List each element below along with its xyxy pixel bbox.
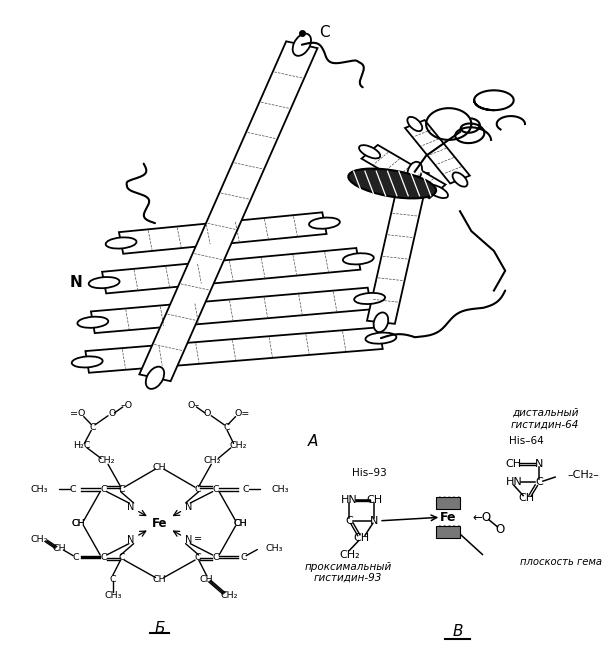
Ellipse shape xyxy=(72,356,103,367)
Text: =: = xyxy=(194,534,202,543)
Text: В: В xyxy=(452,624,463,639)
Text: CH₂: CH₂ xyxy=(339,549,360,560)
Text: C: C xyxy=(212,552,219,562)
Text: O: O xyxy=(495,523,504,536)
Text: Fe: Fe xyxy=(152,517,168,530)
Text: CH: CH xyxy=(234,519,247,528)
Text: CH₂: CH₂ xyxy=(204,456,222,465)
Text: CH₃: CH₃ xyxy=(104,591,122,600)
Text: –CH₂–: –CH₂– xyxy=(567,470,599,480)
Text: CH: CH xyxy=(200,575,213,584)
Polygon shape xyxy=(139,42,317,381)
Text: CH₂: CH₂ xyxy=(220,591,238,600)
Ellipse shape xyxy=(106,237,136,248)
Text: CH: CH xyxy=(52,544,66,553)
Text: CH: CH xyxy=(518,493,534,503)
Ellipse shape xyxy=(453,172,467,187)
Ellipse shape xyxy=(309,218,340,229)
Text: –O: –O xyxy=(120,401,132,410)
Text: O: O xyxy=(109,410,116,419)
Text: CH: CH xyxy=(367,495,383,506)
Text: C: C xyxy=(109,575,116,584)
Text: H₂C: H₂C xyxy=(72,441,90,450)
Ellipse shape xyxy=(343,254,374,265)
Text: C: C xyxy=(119,485,125,494)
Text: CH₃: CH₃ xyxy=(266,544,283,553)
Text: O=: O= xyxy=(235,410,250,419)
Text: HN: HN xyxy=(341,495,358,506)
Text: His–93: His–93 xyxy=(352,468,387,478)
Text: C: C xyxy=(243,485,249,494)
Text: =O: =O xyxy=(69,410,85,419)
FancyBboxPatch shape xyxy=(437,526,460,538)
Ellipse shape xyxy=(88,277,120,288)
Text: C: C xyxy=(90,422,96,432)
Text: C: C xyxy=(101,485,107,494)
Polygon shape xyxy=(119,213,327,254)
Text: C: C xyxy=(223,422,230,432)
Text: C: C xyxy=(240,552,247,562)
Polygon shape xyxy=(405,120,470,183)
Text: CH₃: CH₃ xyxy=(271,485,289,494)
Text: N: N xyxy=(185,502,193,512)
Text: CH₃: CH₃ xyxy=(31,485,48,494)
Ellipse shape xyxy=(293,34,311,56)
Text: C: C xyxy=(101,552,107,562)
Text: проксимальный: проксимальный xyxy=(304,562,392,571)
Text: гистидин-93: гистидин-93 xyxy=(314,573,382,583)
Text: CH₂: CH₂ xyxy=(229,441,247,450)
Text: N: N xyxy=(69,275,82,290)
Text: Fe: Fe xyxy=(440,511,456,524)
Text: O–: O– xyxy=(187,401,199,410)
Ellipse shape xyxy=(77,317,108,328)
Text: N: N xyxy=(185,535,193,545)
Text: CH: CH xyxy=(72,519,85,528)
Ellipse shape xyxy=(354,293,385,304)
Text: His–64: His–64 xyxy=(509,437,543,447)
Text: C: C xyxy=(346,516,353,526)
Text: дистальный: дистальный xyxy=(512,408,578,417)
Text: плоскость гема: плоскость гема xyxy=(520,557,602,567)
Text: CH: CH xyxy=(153,463,166,472)
Polygon shape xyxy=(362,145,446,198)
Ellipse shape xyxy=(365,333,397,344)
Polygon shape xyxy=(102,248,360,293)
Text: C: C xyxy=(319,25,330,40)
Text: C: C xyxy=(72,552,79,562)
Text: C: C xyxy=(194,552,201,562)
Text: N: N xyxy=(126,502,134,512)
Text: CH₂: CH₂ xyxy=(98,456,115,465)
Text: C: C xyxy=(212,485,219,494)
Polygon shape xyxy=(91,288,371,333)
Text: Б: Б xyxy=(154,621,165,636)
Text: CH: CH xyxy=(354,533,370,543)
Text: C: C xyxy=(119,552,125,562)
FancyBboxPatch shape xyxy=(437,497,460,509)
Text: CH: CH xyxy=(234,519,247,528)
Polygon shape xyxy=(367,170,429,324)
Text: CH: CH xyxy=(153,575,166,584)
Text: C: C xyxy=(194,485,201,494)
Ellipse shape xyxy=(348,168,436,198)
Text: А: А xyxy=(308,434,318,448)
Text: N: N xyxy=(126,535,134,545)
Ellipse shape xyxy=(407,117,422,131)
Text: C: C xyxy=(535,477,543,488)
Text: ←O: ←O xyxy=(473,511,492,524)
Text: CH: CH xyxy=(506,460,522,469)
Polygon shape xyxy=(85,328,383,372)
Text: CH₂: CH₂ xyxy=(31,535,49,544)
Ellipse shape xyxy=(146,367,164,389)
Ellipse shape xyxy=(359,145,380,159)
Text: CH: CH xyxy=(72,519,85,528)
Text: HN: HN xyxy=(505,477,522,488)
Text: гистидин-64: гистидин-64 xyxy=(511,420,579,430)
Text: N: N xyxy=(535,460,543,469)
Ellipse shape xyxy=(427,185,448,198)
Text: N: N xyxy=(370,516,379,526)
Text: O: O xyxy=(203,410,211,419)
Ellipse shape xyxy=(408,162,422,181)
Ellipse shape xyxy=(373,313,388,332)
Text: C: C xyxy=(70,485,76,494)
